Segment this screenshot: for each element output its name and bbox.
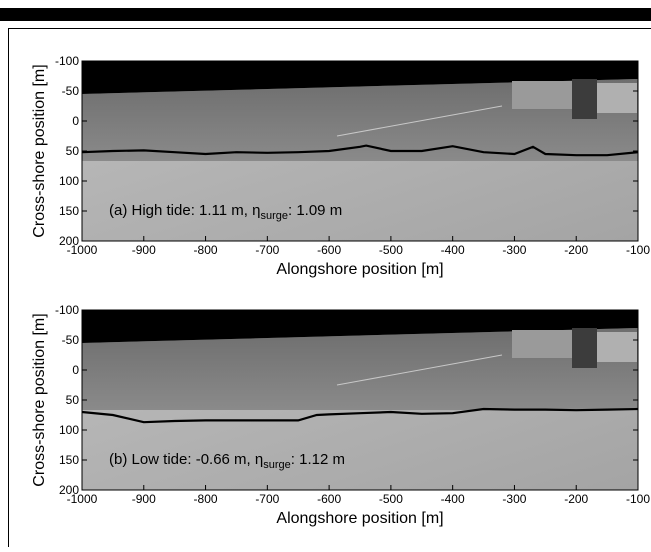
x-tick-label: -300	[502, 492, 526, 506]
y-tick-label: -100	[55, 54, 79, 68]
x-tick-label: -100	[626, 492, 650, 506]
x-tick-label: -100	[626, 243, 650, 257]
x-tick-label: -1000	[67, 243, 98, 257]
x-axis-label: Alongshore position [m]	[276, 510, 443, 527]
image-building	[572, 328, 597, 368]
x-tick-label: -1000	[67, 492, 98, 506]
x-tick-label: -900	[132, 492, 156, 506]
y-tick-label: 150	[59, 453, 79, 467]
x-tick-label: -600	[317, 492, 341, 506]
y-tick-label: 0	[72, 363, 79, 377]
x-tick-label: -500	[379, 243, 403, 257]
x-tick-label: -300	[502, 243, 526, 257]
y-axis-label: Cross-shore position [m]	[31, 64, 48, 237]
x-tick-label: -600	[317, 243, 341, 257]
annotation-part: surge	[260, 210, 288, 222]
annotation-part: surge	[263, 459, 291, 471]
x-tick-label: -200	[564, 243, 588, 257]
y-tick-label: -50	[62, 84, 80, 98]
x-tick-label: -400	[441, 492, 465, 506]
x-tick-label: -900	[132, 243, 156, 257]
image-building	[572, 79, 597, 119]
x-tick-label: -400	[441, 243, 465, 257]
y-tick-label: 50	[66, 144, 80, 158]
y-tick-label: 0	[72, 114, 79, 128]
image-building	[597, 83, 637, 113]
image-building	[512, 330, 572, 358]
x-tick-label: -700	[255, 492, 279, 506]
x-tick-label: -800	[194, 492, 218, 506]
annotation-part: (a) High tide: 1.11 m, η	[109, 202, 260, 219]
top-bar	[0, 8, 651, 21]
y-tick-label: 50	[66, 393, 80, 407]
y-tick-label: 100	[59, 174, 79, 188]
y-tick-label: 100	[59, 423, 79, 437]
y-tick-label: 150	[59, 204, 79, 218]
y-tick-label: -100	[55, 303, 79, 317]
image-building	[597, 332, 637, 362]
annotation-part: : 1.09 m	[288, 202, 342, 219]
x-axis-label: Alongshore position [m]	[276, 261, 443, 278]
x-tick-label: -200	[564, 492, 588, 506]
annotation-part: : 1.12 m	[291, 451, 345, 468]
y-tick-label: -50	[62, 333, 80, 347]
x-tick-label: -800	[194, 243, 218, 257]
y-axis-label: Cross-shore position [m]	[31, 313, 48, 486]
x-tick-label: -700	[255, 243, 279, 257]
annotation-part: (b) Low tide: -0.66 m, η	[109, 451, 263, 468]
x-tick-label: -500	[379, 492, 403, 506]
image-building	[512, 81, 572, 109]
